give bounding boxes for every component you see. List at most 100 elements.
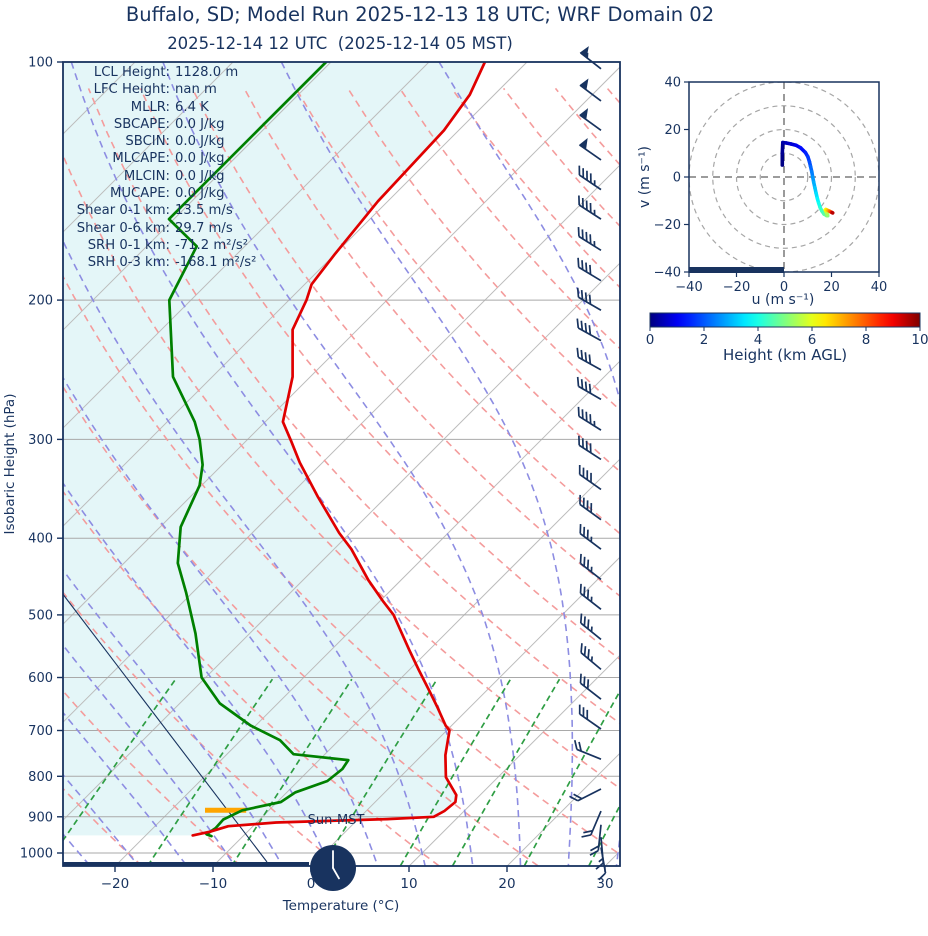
temperature-tick-label: 30 — [596, 876, 613, 892]
index-label: MUCAPE: — [110, 186, 170, 202]
hodograph-rings — [689, 82, 879, 272]
index-value: 6.4 K — [175, 99, 209, 115]
colorbar-label: Height (km AGL) — [722, 346, 848, 364]
temperature-tick-label: 0 — [307, 876, 316, 892]
sun-path-line — [63, 593, 268, 863]
index-label: MLCIN: — [123, 168, 170, 184]
index-label: Shear 0-6 km: — [76, 220, 170, 236]
index-row: Shear 0-1 km: 13.5 m/s — [62, 202, 256, 219]
index-row: MLLR: 6.4 K — [62, 99, 256, 116]
wind-barb — [569, 788, 602, 802]
page-title: Buffalo, SD; Model Run 2025-12-13 18 UTC… — [125, 3, 715, 26]
index-value: 0.0 J/kg — [175, 116, 225, 132]
index-value: nan m — [175, 82, 217, 98]
wind-barb — [579, 494, 602, 521]
hodograph-trace — [780, 140, 835, 218]
wind-barb — [579, 46, 602, 70]
mixing-ratio-lines — [63, 678, 620, 866]
wind-barb — [573, 739, 602, 760]
index-label: SRH 0-3 km: — [87, 255, 170, 271]
temperature-curve — [191, 62, 487, 837]
wind-barb — [578, 165, 602, 191]
index-value: 0.0 J/kg — [175, 134, 225, 150]
wind-barb — [578, 137, 602, 161]
wind-barb — [576, 318, 602, 342]
index-value: 0.0 J/kg — [175, 151, 225, 167]
index-row: Shear 0-6 km: 29.7 m/s — [62, 220, 256, 237]
pressure-tick-label: 100 — [28, 56, 53, 71]
colorbar-tick-label: 10 — [911, 332, 928, 348]
wind-barb — [578, 704, 602, 730]
hodograph-v-tick-label: −40 — [654, 266, 681, 281]
temperature-tick-label: 10 — [400, 876, 417, 892]
colorbar-tick-label: 0 — [646, 332, 655, 348]
wind-barb — [578, 195, 602, 220]
colorbar-tick-label: 2 — [700, 332, 709, 348]
index-value: -168.1 m²/s² — [175, 255, 257, 271]
pressure-tick-label: 200 — [28, 294, 53, 309]
pressure-tick-label: 1000 — [20, 847, 53, 862]
sun-graphics — [63, 593, 309, 866]
index-row: MLCIN: 0.0 J/kg — [62, 168, 256, 185]
wind-barb — [578, 435, 602, 461]
index-label: Shear 0-1 km: — [76, 203, 170, 219]
hodograph-u-tick-label: −20 — [723, 280, 750, 295]
wind-barb — [581, 810, 602, 838]
indices-panel: LCL Height: 1128.0 m LFC Height: nan m MLLR:… — [62, 64, 257, 272]
temperature-shade-region — [63, 62, 485, 836]
axis-tick-labels: 100 200 300 400 500 600 700 800 900 1000 −20 −10 0 10… — [20, 56, 614, 893]
index-label: MLLR: — [130, 99, 170, 115]
index-row: MLCAPE: 0.0 J/kg — [62, 150, 256, 167]
colorbar-tick-label: 6 — [808, 332, 817, 348]
wind-barb — [579, 524, 602, 550]
height-colorbar: 0 2 4 6 8 10 — [646, 312, 928, 348]
hodograph-u-tick-label: 0 — [780, 280, 788, 295]
wind-barb — [579, 673, 602, 700]
index-row: LCL Height: 1128.0 m — [62, 64, 256, 81]
index-value: 13.5 m/s — [175, 203, 233, 219]
temperature-tick-label: −20 — [101, 876, 130, 892]
index-label: LCL Height: — [93, 65, 170, 80]
dewpoint-curve — [167, 62, 350, 838]
index-row: SBCAPE: 0.0 J/kg — [62, 116, 256, 133]
index-label: MLCAPE: — [112, 151, 170, 167]
wind-barb — [579, 613, 602, 641]
sun-clock-label: Sun-MST — [307, 813, 365, 828]
wind-barb — [576, 287, 602, 312]
wind-barb — [577, 257, 602, 282]
hodograph-u-axis-label: u (m s⁻¹) — [751, 292, 815, 308]
temperature-axis-label: Temperature (°C) — [282, 898, 400, 914]
index-row: LFC Height: nan m — [62, 81, 256, 98]
wind-barb — [580, 643, 602, 671]
pressure-tick-label: 700 — [28, 724, 53, 739]
index-row: SRH 0-1 km: -71.2 m²/s² — [62, 237, 256, 254]
index-label: SBCAPE: — [113, 116, 170, 132]
wind-barb — [576, 376, 602, 401]
index-row: MUCAPE: 0.0 J/kg — [62, 185, 256, 202]
dry-adiabats — [63, 87, 620, 866]
pressure-tick-label: 400 — [28, 532, 53, 547]
pressure-tick-label: 600 — [28, 671, 53, 686]
index-value: 29.7 m/s — [175, 220, 233, 236]
wind-barb — [579, 583, 602, 611]
hodograph: −40 −20 0 20 40 −40 −20 0 20 40 — [654, 76, 888, 296]
pressure-tick-label: 900 — [28, 810, 53, 825]
hodograph-v-tick-label: −20 — [654, 218, 681, 233]
index-label: SRH 0-1 km: — [87, 237, 170, 253]
hodograph-v-axis-label: v (m s⁻¹) — [637, 145, 653, 209]
wind-barb — [579, 108, 602, 131]
hodograph-v-tick-label: 40 — [664, 76, 681, 91]
index-value: -71.2 m²/s² — [175, 237, 249, 253]
wind-barb — [577, 226, 602, 252]
hodograph-u-tick-label: −40 — [675, 280, 702, 295]
wind-barb — [577, 406, 602, 431]
index-value: 0.0 J/kg — [175, 168, 225, 184]
hodograph-v-tick-label: 20 — [664, 123, 681, 138]
wind-barb — [579, 78, 602, 102]
analog-clock — [310, 845, 356, 891]
index-label: SBCIN: — [125, 134, 170, 150]
valid-time-subtitle: 2025-12-14 12 UTC (2025-12-14 05 MST) — [167, 34, 513, 53]
index-value: 1128.0 m — [175, 65, 239, 80]
isotherms — [63, 62, 620, 866]
